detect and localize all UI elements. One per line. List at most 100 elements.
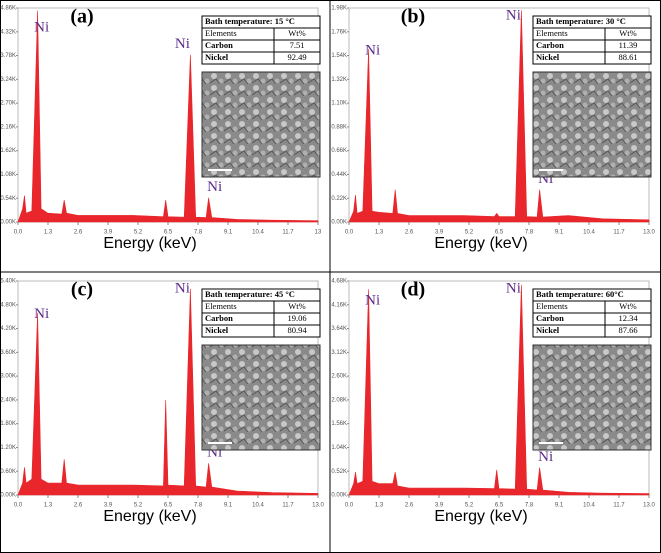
y-tick-label: 1.98K [331, 6, 347, 12]
y-tick-label: 4.68K [331, 279, 347, 285]
x-tick-label: 0.0 [14, 230, 23, 236]
x-tick-label: 11.7 [282, 230, 294, 236]
sem-image [201, 71, 321, 178]
table-title: Bath temperature: 15 °C [205, 16, 295, 26]
table-text: Elements [205, 301, 237, 311]
sem-image [201, 344, 321, 451]
x-tick-label: 7.8 [194, 230, 203, 236]
x-tick-label: 1.3 [44, 503, 53, 509]
y-tick-label: 0.00K [331, 493, 347, 499]
x-tick-label: 9.1 [555, 230, 564, 236]
y-tick-label: 0.88K [331, 124, 347, 130]
x-tick-label: 5.2 [134, 230, 143, 236]
x-axis-label: Energy (keV) [103, 235, 196, 252]
peak-label: Ni [506, 280, 521, 296]
table-text: Elements [205, 28, 237, 38]
table-text: Wt% [288, 28, 305, 38]
y-tick-label: 4.86K [0, 6, 16, 12]
table-text: Wt% [288, 301, 305, 311]
table-text: Wt% [619, 28, 636, 38]
y-tick-label: 4.20K [0, 326, 16, 332]
x-tick-label: 9.1 [224, 230, 233, 236]
x-tick-label: 5.2 [465, 230, 474, 236]
y-tick-label: 2.16K [0, 124, 16, 130]
x-tick-label: 1.3 [375, 230, 384, 236]
y-tick-label: 1.54K [331, 53, 347, 59]
y-tick-label: 3.78K [0, 53, 16, 59]
x-tick-label: 1.3 [44, 230, 53, 236]
peak-label: Ni [207, 179, 222, 195]
y-tick-label: 1.04K [331, 445, 347, 451]
table-text: 88.61 [618, 52, 637, 62]
table-text: 11.39 [619, 40, 638, 50]
y-tick-label: 0.54K [0, 196, 16, 202]
peak-label: Ni [34, 19, 49, 35]
y-tick-label: 4.32K [0, 29, 16, 35]
table-text: Nickel [205, 52, 229, 62]
table-cell [604, 51, 652, 65]
table-text: Carbon [536, 313, 564, 323]
composition-table: Bath temperature: 60°C Elements Wt% Carbon 1… [532, 288, 652, 338]
table-text: Elements [536, 301, 568, 311]
sem-image [532, 344, 652, 451]
panel-label: (c) [71, 279, 93, 301]
x-tick-label: 9.1 [224, 503, 233, 509]
y-tick-label: 2.70K [0, 101, 16, 107]
table-text: Elements [536, 28, 568, 38]
table-text: 19.06 [287, 313, 306, 323]
y-tick-label: 1.08K [0, 172, 16, 178]
y-tick-label: 4.16K [331, 302, 347, 308]
y-tick-label: 0.00K [0, 220, 16, 226]
panel-label: (d) [401, 279, 425, 301]
peak-label: Ni [34, 306, 49, 322]
peak-label: Ni [506, 7, 521, 23]
x-tick-label: 7.8 [525, 503, 534, 509]
table-text: Carbon [205, 40, 233, 50]
y-tick-label: 1.56K [331, 421, 347, 427]
y-tick-label: 1.76K [331, 29, 347, 35]
table-cell [604, 324, 652, 338]
x-tick-label: 11.7 [282, 503, 294, 509]
x-tick-label: 13.0 [643, 230, 655, 236]
x-tick-label: 13.0 [312, 503, 324, 509]
x-tick-label: 3.9 [435, 503, 444, 509]
x-tick-label: 9.1 [555, 503, 564, 509]
x-tick-label: 10.4 [583, 503, 595, 509]
y-tick-label: 0.60K [0, 469, 16, 475]
y-tick-label: 3.00K [0, 374, 16, 380]
x-tick-label: 5.2 [465, 503, 474, 509]
x-tick-label: 0.0 [14, 503, 23, 509]
x-tick-label: 13.0 [643, 503, 655, 509]
spectrum [17, 10, 319, 223]
y-tick-label: 5.40K [0, 279, 16, 285]
y-tick-label: 4.80K [0, 302, 16, 308]
x-tick-label: 3.9 [104, 230, 113, 236]
table-text: 80.94 [287, 325, 307, 335]
x-tick-label: 0.0 [345, 503, 354, 509]
x-axis-label: Energy (keV) [103, 508, 196, 525]
x-tick-label: 5.2 [134, 503, 143, 509]
table-text: Carbon [205, 313, 233, 323]
panel-label: (a) [70, 6, 93, 28]
x-tick-label: 6.5 [495, 230, 504, 236]
y-tick-label: 3.12K [331, 350, 347, 356]
table-text: Nickel [536, 325, 560, 335]
x-tick-label: 10.4 [583, 230, 595, 236]
composition-table: Bath temperature: 30 °C Elements Wt% Carbon… [532, 15, 652, 65]
peak-label: Ni [365, 292, 380, 308]
x-tick-label: 7.8 [525, 230, 534, 236]
spectrum [17, 288, 319, 496]
x-tick-label: 11.7 [613, 230, 625, 236]
y-tick-label: 0.00K [0, 493, 16, 499]
y-tick-label: 2.40K [0, 397, 16, 403]
table-cell [273, 51, 321, 65]
y-tick-label: 3.60K [0, 350, 16, 356]
table-text: Nickel [536, 52, 560, 62]
y-tick-label: 2.08K [331, 397, 347, 403]
x-tick-label: 6.5 [164, 230, 173, 236]
table-cell [273, 324, 321, 338]
table-text: 87.66 [618, 325, 637, 335]
peak-label: Ni [175, 36, 190, 52]
x-tick-label: 3.9 [435, 230, 444, 236]
